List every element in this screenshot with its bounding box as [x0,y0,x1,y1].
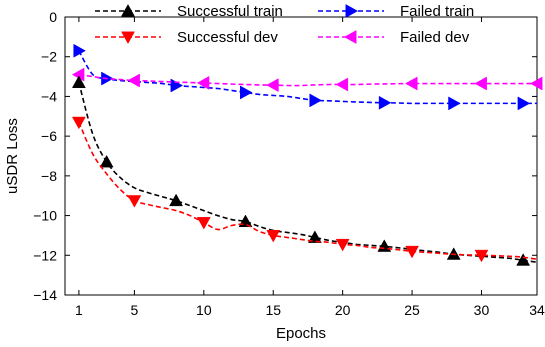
legend-item: Failed dev [318,29,470,46]
data-point-marker [474,76,487,91]
series-line [78,73,537,87]
y-tick-label: −2 [41,49,57,65]
x-axis-label: Epochs [276,325,326,342]
y-tick-label: −4 [41,88,57,104]
data-point-marker [529,76,543,91]
data-point-marker [99,154,114,168]
data-point-marker [378,95,392,110]
legend-label: Failed dev [400,29,470,46]
data-point-marker [127,195,142,208]
data-point-marker [71,75,86,88]
plot-frame [64,16,538,296]
data-point-marker [73,43,86,58]
x-axis: 1 5 10 15 20 25 30 34 [75,17,545,318]
legend-marker [343,30,357,44]
data-point-marker [169,193,183,207]
data-point-marker [127,73,140,88]
data-point-marker [335,77,349,92]
x-tick-label: 34 [529,302,545,318]
legend-item: Successful dev [95,29,278,46]
x-tick-label: 25 [404,302,420,318]
series-failed-dev [71,67,543,93]
y-tick-label: −10 [33,208,57,224]
legend-label: Failed train [400,3,474,20]
data-point-marker [240,85,253,100]
y-tick-label: −6 [41,128,57,144]
series-failed-train [73,43,537,111]
legend-item: Failed train [318,3,474,20]
x-tick-label: 20 [335,302,351,318]
series-line [78,121,538,261]
x-tick-label: 10 [196,302,212,318]
data-point-marker [517,96,531,111]
legend: Successful train Failed train Successful d… [95,3,474,46]
legend-marker [121,3,135,17]
y-tick-label: −12 [33,247,57,263]
legend-marker [121,31,135,45]
x-tick-label: 15 [265,302,281,318]
x-tick-label: 5 [131,302,139,318]
series-line [78,50,537,105]
data-point-marker [307,230,322,243]
data-point-marker [405,245,419,259]
data-point-marker [335,238,350,252]
series-line [78,82,538,264]
y-tick-label: −8 [41,168,57,184]
y-axis: 0 −2 −4 −6 −8 −10 −12 −14 [33,9,537,303]
data-point-marker [405,76,418,91]
x-tick-label: 1 [75,302,83,318]
data-point-marker [309,93,322,108]
data-point-marker [266,78,279,93]
series-successful-train [71,75,538,266]
data-point-marker [170,78,184,93]
data-point-marker [71,116,86,130]
data-point-marker [516,253,531,266]
x-tick-label: 30 [474,302,490,318]
data-point-marker [474,249,489,263]
y-tick-label: 0 [49,9,57,25]
legend-item: Successful train [95,3,283,20]
data-point-marker [196,76,210,90]
data-point-marker [266,229,281,243]
data-point-marker [448,96,461,111]
series-layer [71,43,543,266]
legend-label: Successful dev [177,29,278,46]
data-point-marker [196,217,211,230]
y-axis-label: uSDR Loss [4,118,21,194]
series-successful-dev [71,116,538,263]
y-tick-label: −14 [33,287,57,303]
legend-marker [345,4,359,18]
legend-label: Successful train [177,3,283,20]
